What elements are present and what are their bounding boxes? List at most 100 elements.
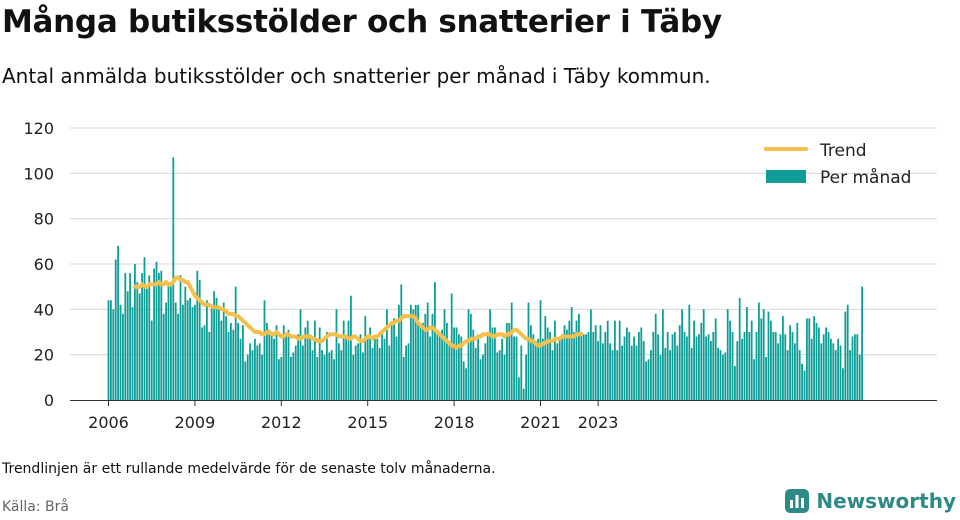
bar: [765, 356, 767, 400]
bar: [222, 302, 225, 400]
bar-chart-logo-icon: [785, 489, 810, 513]
bar: [638, 332, 640, 400]
bar: [741, 338, 743, 400]
bar: [417, 304, 419, 400]
bar: [201, 327, 203, 400]
bar: [309, 334, 311, 400]
bar: [366, 336, 369, 400]
bar: [191, 307, 194, 400]
bar: [470, 313, 472, 400]
bar: [227, 332, 230, 400]
bar: [594, 325, 597, 400]
bar: [134, 264, 136, 400]
bar: [820, 343, 823, 400]
bar: [630, 345, 633, 400]
bar: [258, 343, 261, 400]
bar: [364, 316, 367, 400]
bar: [338, 343, 340, 400]
bar: [472, 329, 475, 400]
y-tick-label: 60: [34, 255, 54, 274]
bar: [597, 341, 599, 400]
bar: [455, 327, 458, 400]
chart-subtitle: Antal anmälda butiksstölder och snatteri…: [2, 64, 711, 88]
bar: [568, 320, 571, 400]
bar: [563, 325, 566, 400]
bar: [654, 313, 657, 400]
bar: [426, 302, 429, 400]
bar: [117, 245, 119, 400]
bar: [590, 309, 592, 400]
bar: [412, 309, 415, 400]
bar: [345, 336, 347, 400]
bar: [803, 370, 806, 400]
bar: [642, 341, 645, 400]
bar: [736, 341, 739, 400]
bar: [311, 350, 314, 400]
bar: [292, 352, 295, 400]
bar: [438, 332, 441, 400]
brand-logo-link[interactable]: Newsworthy: [784, 488, 956, 514]
bar: [244, 361, 247, 400]
bar: [609, 343, 611, 400]
bar: [755, 332, 758, 400]
bar: [834, 350, 837, 400]
bar: [839, 345, 842, 400]
bar: [582, 334, 585, 400]
bar: [270, 332, 273, 400]
bar: [784, 334, 787, 400]
bar: [810, 338, 813, 400]
bar: [842, 368, 844, 400]
bar: [299, 309, 302, 400]
bar: [806, 318, 808, 400]
bar: [760, 318, 763, 400]
bar: [321, 350, 323, 400]
bar: [666, 332, 669, 400]
bar: [486, 332, 489, 400]
bar: [681, 309, 683, 400]
bar: [652, 332, 655, 400]
bar: [414, 304, 417, 400]
bar: [537, 338, 539, 400]
bar: [239, 338, 242, 400]
bar: [830, 338, 832, 400]
bar: [275, 325, 278, 400]
bar: [330, 350, 333, 400]
bar: [251, 350, 254, 400]
bar: [714, 318, 717, 400]
bar: [215, 298, 218, 400]
bar: [186, 300, 189, 400]
bar: [640, 327, 643, 400]
bar: [686, 336, 688, 400]
bar: [791, 332, 794, 400]
legend-bars-label: Per månad: [820, 167, 911, 188]
bar: [119, 304, 122, 400]
bar: [254, 338, 256, 400]
bar: [518, 377, 520, 400]
bar: [146, 288, 148, 400]
bar: [206, 300, 208, 400]
bar: [580, 332, 583, 400]
bar: [494, 327, 496, 400]
bar: [398, 304, 400, 400]
y-tick-label: 120: [23, 119, 54, 138]
bar: [242, 325, 244, 400]
bar: [772, 332, 775, 400]
bar: [616, 350, 619, 400]
bar: [304, 327, 307, 400]
bar: [729, 320, 731, 400]
bar: [371, 347, 374, 400]
bar: [136, 282, 139, 400]
bar: [825, 327, 827, 400]
bar: [798, 350, 801, 400]
bar: [779, 334, 782, 400]
bar: [693, 320, 695, 400]
bar: [635, 345, 638, 400]
legend-bars-swatch: [766, 170, 806, 183]
bar: [424, 313, 427, 400]
bar: [551, 350, 554, 400]
bar: [786, 350, 789, 400]
bar: [129, 273, 131, 400]
bar: [458, 334, 460, 400]
bar: [657, 334, 659, 400]
bar: [546, 327, 549, 400]
